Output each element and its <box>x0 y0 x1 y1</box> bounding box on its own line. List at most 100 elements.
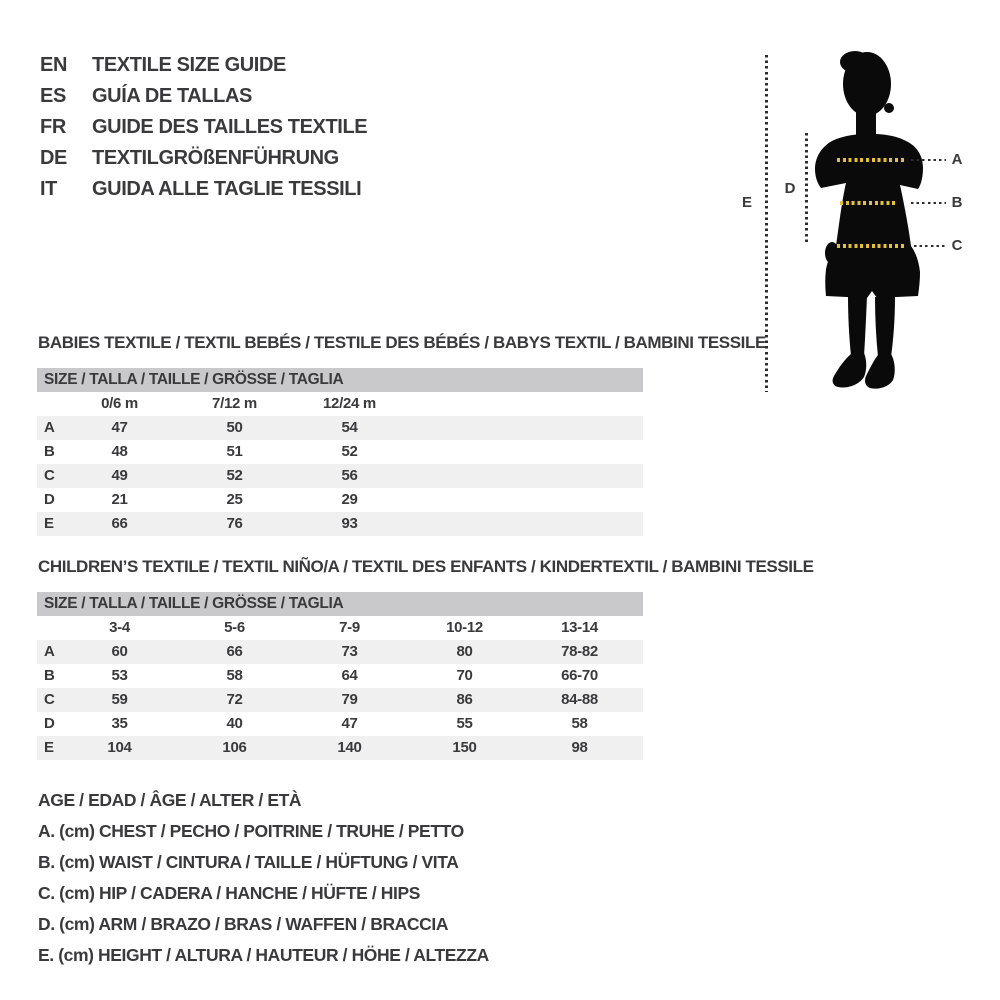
table-cell: 150 <box>452 739 477 756</box>
row-label <box>37 392 62 416</box>
height-measure-line-e <box>765 55 768 392</box>
table-cell: 59 <box>111 691 128 708</box>
table-row: D 35 40 47 55 58 <box>37 712 643 736</box>
table-cell: 76 <box>226 515 243 532</box>
children-size-table: SIZE / TALLA / TAILLE / GRÖSSE / TAGLIA … <box>37 592 643 760</box>
table-cell: 86 <box>456 691 473 708</box>
table-cell: 140 <box>337 739 362 756</box>
table-cell: 47 <box>111 419 128 436</box>
table-cell: 73 <box>341 643 358 660</box>
column-header: 0/6 m <box>101 395 138 412</box>
table-cell: 54 <box>341 419 358 436</box>
language-label: GUIDA ALLE TAGLIE TESSILI <box>92 178 362 200</box>
children-section-title: CHILDREN’S TEXTILE / TEXTIL NIÑO/A / TEX… <box>38 557 814 576</box>
row-label: E <box>44 515 54 532</box>
table-cell: 51 <box>226 443 243 460</box>
table-row: B 53 58 64 70 66-70 <box>37 664 643 688</box>
language-title-list: EN TEXTILE SIZE GUIDE ES GUÍA DE TALLAS … <box>40 50 368 205</box>
table-cell: 78-82 <box>561 643 598 660</box>
table-cell: 106 <box>222 739 247 756</box>
table-cell: 93 <box>341 515 358 532</box>
legend-line-waist: B. (cm) WAIST / CINTURA / TAILLE / HÜFTU… <box>38 852 459 872</box>
silhouette-ear <box>884 103 894 113</box>
table-cell: 40 <box>226 715 243 732</box>
table-cell: 49 <box>111 467 128 484</box>
row-label: E <box>44 739 54 756</box>
legend-line-height: E. (cm) HEIGHT / ALTURA / HAUTEUR / HÖHE… <box>38 945 489 965</box>
language-label: TEXTILE SIZE GUIDE <box>92 54 286 76</box>
waist-measure-line-b <box>840 201 898 205</box>
row-label: D <box>44 715 55 732</box>
silhouette-left-leg <box>848 295 867 356</box>
table-cell: 29 <box>341 491 358 508</box>
legend-line-chest: A. (cm) CHEST / PECHO / POITRINE / TRUHE… <box>38 821 464 841</box>
chest-leader-line <box>911 158 946 161</box>
table-cell: 104 <box>107 739 132 756</box>
column-header: 12/24 m <box>323 395 376 412</box>
language-row: DE TEXTILGRÖßENFÜHRUNG <box>40 143 367 174</box>
silhouette-torso <box>815 133 923 298</box>
row-label: B <box>44 443 55 460</box>
silhouette-hand <box>825 242 839 264</box>
language-row: ES GUÍA DE TALLAS <box>40 81 367 112</box>
row-label: B <box>44 667 55 684</box>
chest-measure-line-a <box>837 158 905 162</box>
language-code: FR <box>40 116 66 138</box>
table-row: A 60 66 73 80 78-82 <box>37 640 643 664</box>
babies-size-table: SIZE / TALLA / TAILLE / GRÖSSE / TAGLIA … <box>37 368 643 536</box>
table-row: E 104 106 140 150 98 <box>37 736 643 760</box>
row-label: C <box>44 691 55 708</box>
language-code: DE <box>40 147 67 169</box>
babies-section-title: BABIES TEXTILE / TEXTIL BEBÉS / TESTILE … <box>38 333 766 352</box>
language-label: TEXTILGRÖßENFÜHRUNG <box>92 147 339 169</box>
table-cell: 58 <box>226 667 243 684</box>
language-label: GUIDE DES TAILLES TEXTILE <box>92 116 368 138</box>
legend-line-arm: D. (cm) ARM / BRAZO / BRAS / WAFFEN / BR… <box>38 914 449 934</box>
table-cell: 72 <box>226 691 243 708</box>
table-cell: 56 <box>341 467 358 484</box>
language-code: EN <box>40 54 67 76</box>
column-header: 5-6 <box>224 619 245 636</box>
measurement-legend: AGE / EDAD / ÂGE / ALTER / ETÀ A. (cm) C… <box>38 785 489 971</box>
table-cell: 21 <box>111 491 128 508</box>
table-cell: 66-70 <box>561 667 598 684</box>
language-row: IT GUIDA ALLE TAGLIE TESSILI <box>40 174 367 205</box>
child-silhouette <box>815 51 923 389</box>
table-cell: 64 <box>341 667 358 684</box>
row-label: A <box>44 643 55 660</box>
table-cell: 52 <box>226 467 243 484</box>
table-cell: 25 <box>226 491 243 508</box>
table-cell: 52 <box>341 443 358 460</box>
table-cell: 66 <box>226 643 243 660</box>
table-row: C 59 72 79 86 84-88 <box>37 688 643 712</box>
waist-leader-line <box>911 201 946 204</box>
silhouette-left-shoe <box>832 353 867 388</box>
size-header-bar: SIZE / TALLA / TAILLE / GRÖSSE / TAGLIA <box>37 368 643 392</box>
column-header: 13-14 <box>561 619 598 636</box>
row-label: C <box>44 467 55 484</box>
column-header-row: 3-4 5-6 7-9 10-12 13-14 <box>37 616 643 640</box>
column-header: 10-12 <box>446 619 483 636</box>
table-row: E 66 76 93 <box>37 512 643 536</box>
marker-c-label: C <box>951 237 963 254</box>
marker-e-label: E <box>741 194 752 211</box>
marker-b-label: B <box>951 194 963 211</box>
table-cell: 53 <box>111 667 128 684</box>
table-row: D 21 25 29 <box>37 488 643 512</box>
legend-line-age: AGE / EDAD / ÂGE / ALTER / ETÀ <box>38 790 302 810</box>
row-label: A <box>44 419 55 436</box>
silhouette-neck <box>856 102 876 144</box>
language-label: GUÍA DE TALLAS <box>92 85 252 107</box>
silhouette-right-leg <box>875 297 895 357</box>
language-row: FR GUIDE DES TAILLES TEXTILE <box>40 112 368 143</box>
table-cell: 47 <box>341 715 358 732</box>
row-label <box>37 616 62 640</box>
table-cell: 55 <box>456 715 473 732</box>
table-cell: 79 <box>341 691 358 708</box>
table-cell: 35 <box>111 715 128 732</box>
legend-line-hip: C. (cm) HIP / CADERA / HANCHE / HÜFTE / … <box>38 883 421 903</box>
table-cell: 80 <box>456 643 473 660</box>
column-header: 7-9 <box>339 619 360 636</box>
table-row: A 47 50 54 <box>37 416 643 440</box>
